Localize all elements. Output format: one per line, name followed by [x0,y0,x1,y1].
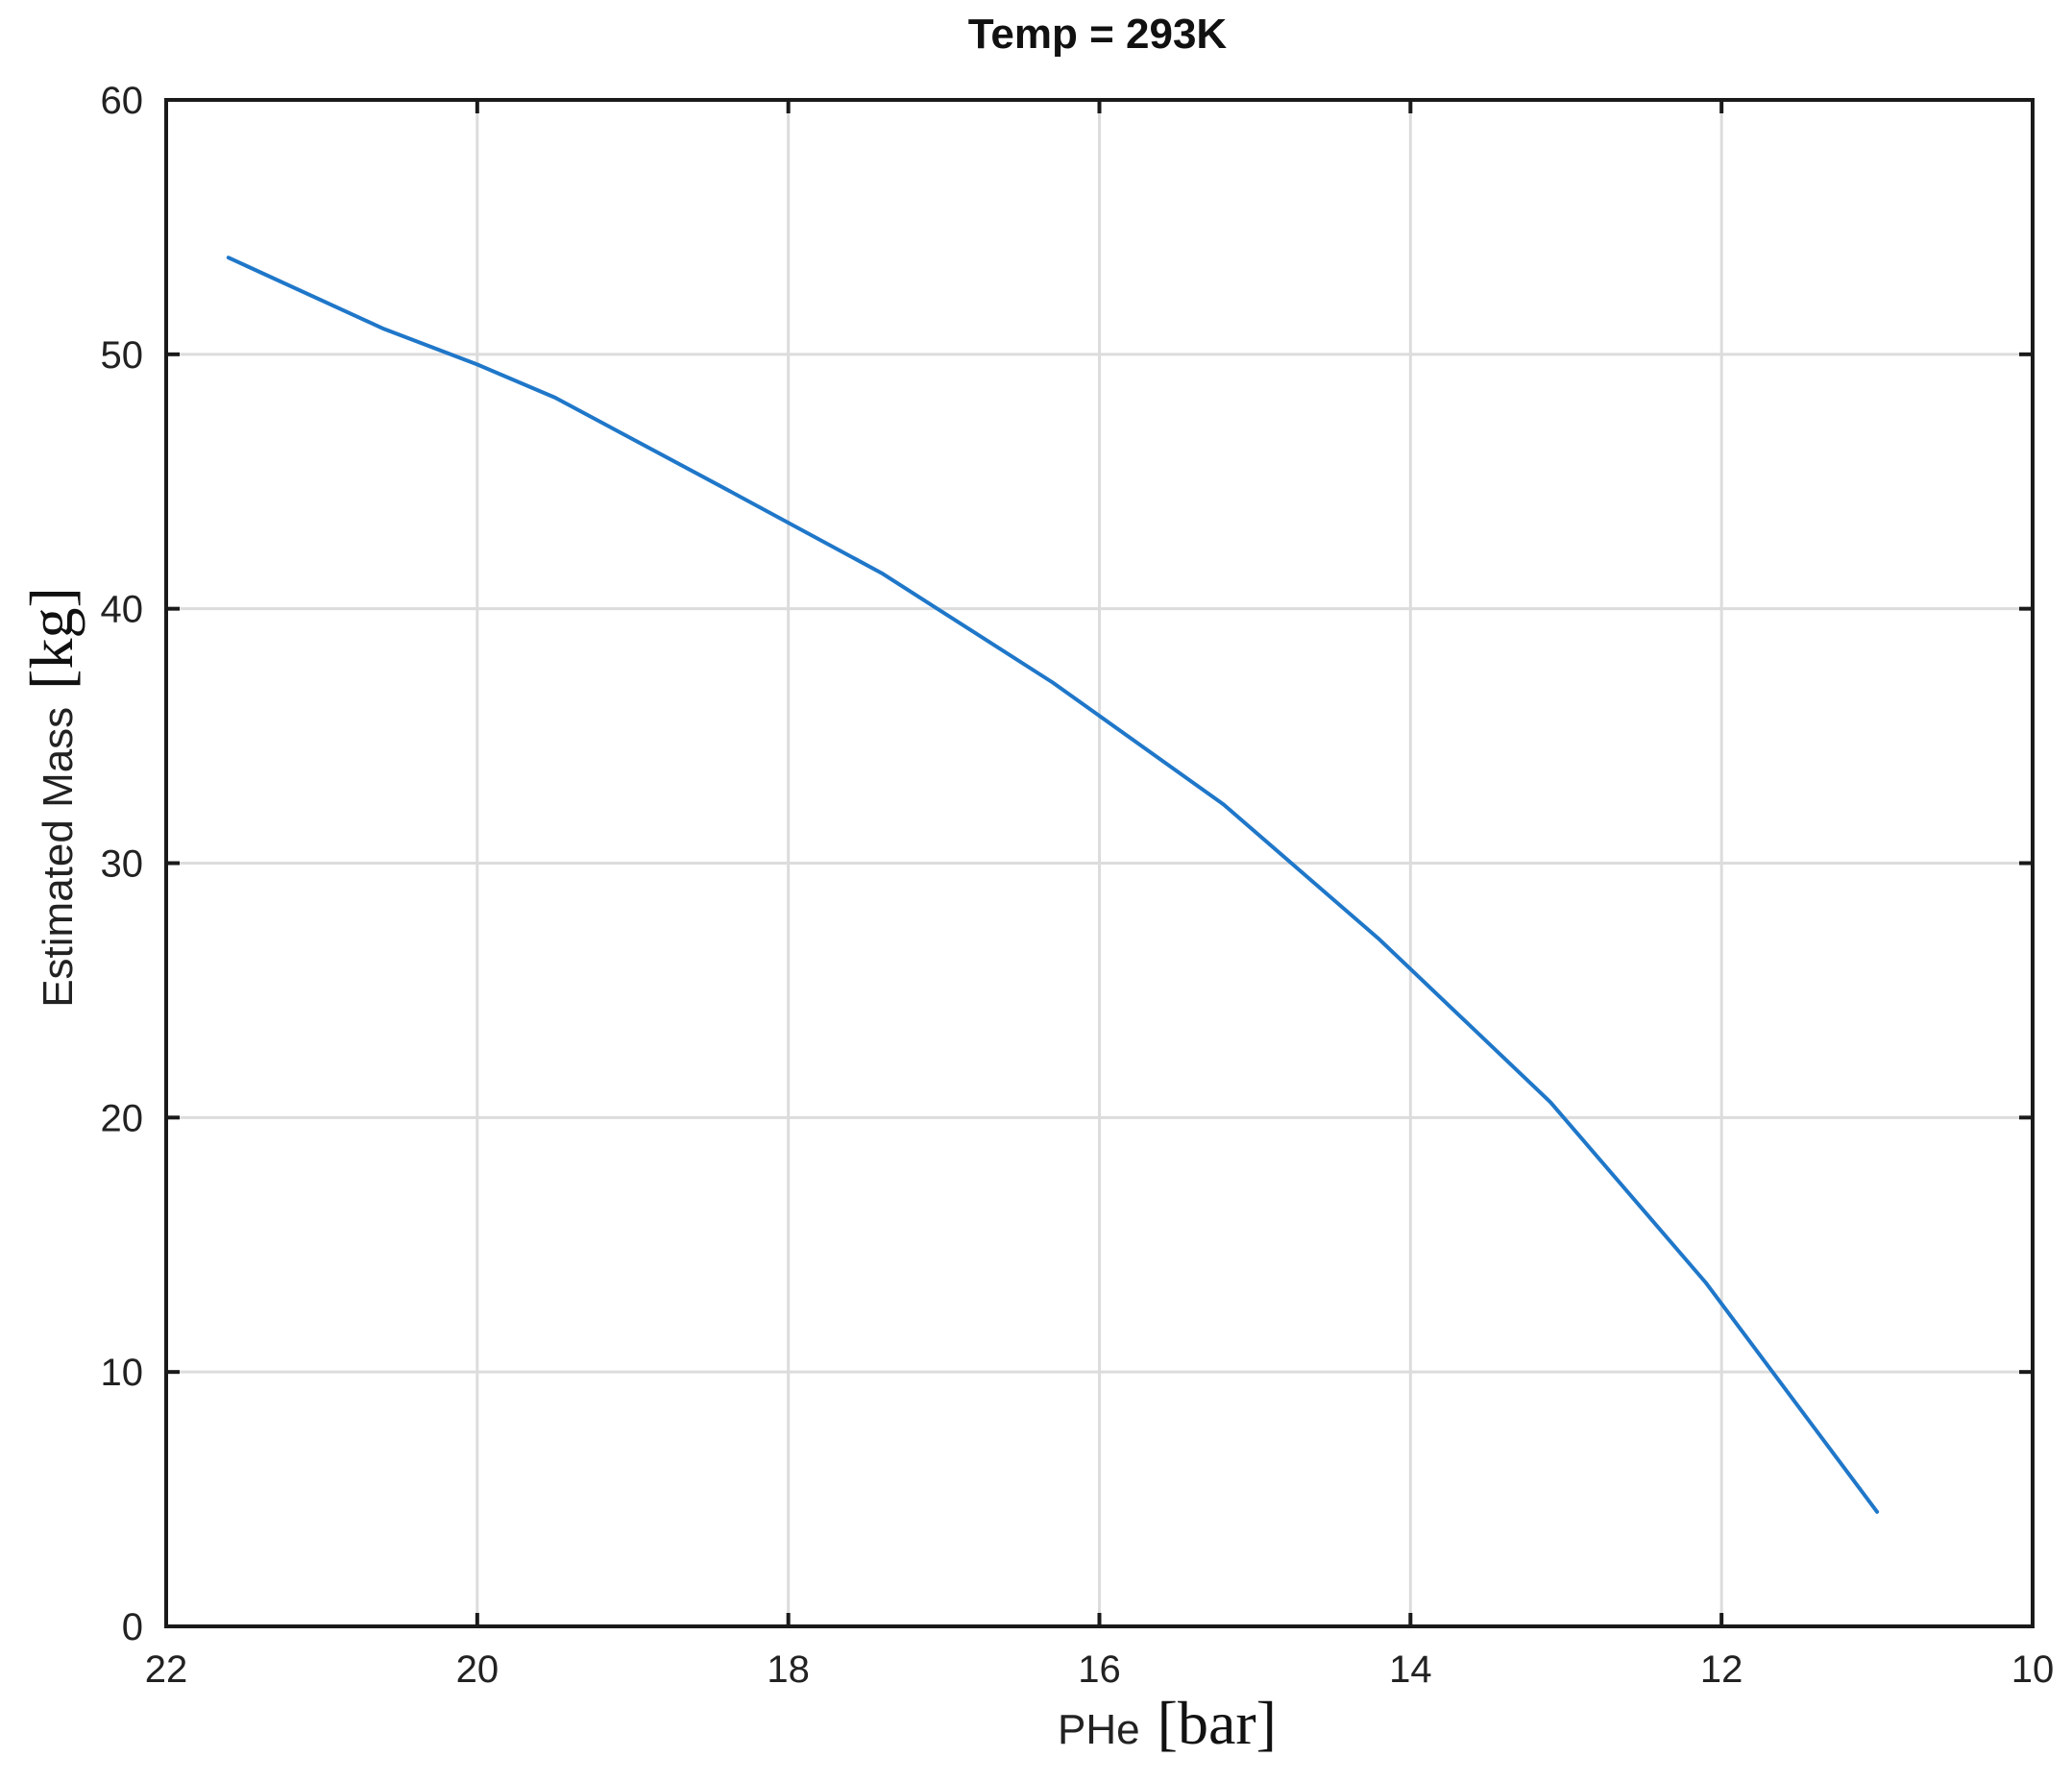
y-tick-label: 60 [101,80,144,122]
y-axis-label-text: Estimated Mass [35,707,82,1008]
series-layer [226,256,1880,1514]
ticks [164,98,2035,1628]
grid [166,100,2033,1626]
x-tick-label: 10 [2011,1648,2055,1691]
x-tick-label: 22 [145,1648,188,1691]
x-axis-label-text: PHe [1058,1706,1140,1753]
tick-labels: 22 20 18 16 14 12 10 0 10 20 30 40 50 60 [101,80,2055,1691]
y-axis-label: Estimated Mass [kg] [17,587,85,1008]
y-tick-label: 40 [101,589,144,631]
chart-title: Temp = 293K [968,11,1228,58]
x-tick-label: 14 [1389,1648,1432,1691]
y-tick-label: 50 [101,334,144,377]
y-axis-label-unit: [kg] [17,587,85,690]
y-tick-label: 0 [122,1606,143,1648]
y-tick-label: 20 [101,1097,144,1139]
x-tick-label: 20 [456,1648,500,1691]
x-axis-label-unit: [bar] [1158,1689,1277,1757]
x-tick-label: 16 [1078,1648,1121,1691]
series-line [226,256,1880,1514]
y-tick-label: 30 [101,843,144,886]
x-tick-label: 18 [767,1648,810,1691]
x-tick-label: 12 [1700,1648,1743,1691]
x-axis-label: PHe [bar] [1058,1689,1277,1757]
y-tick-label: 10 [101,1352,144,1394]
